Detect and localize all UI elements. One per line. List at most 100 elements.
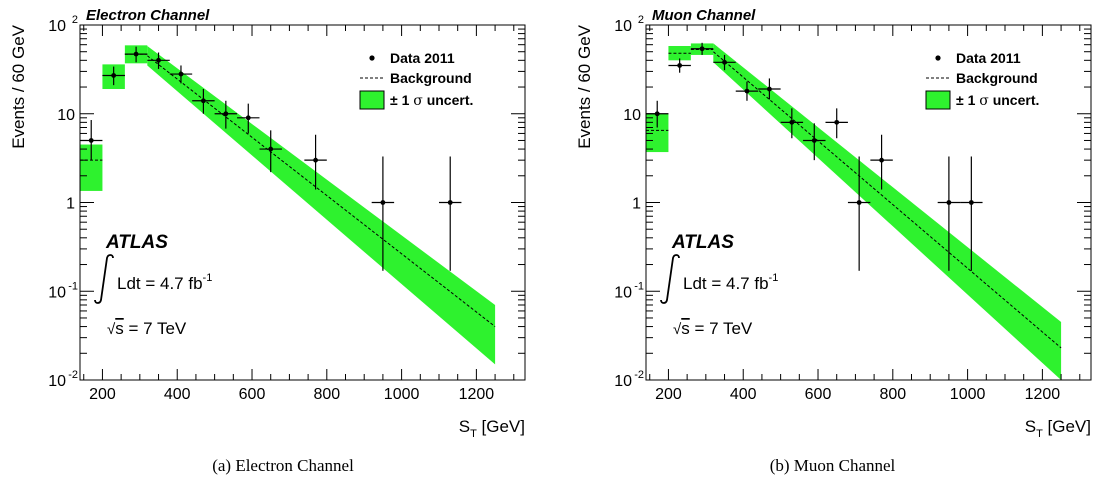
atlas-label: ATLAS Ldt = 4.7 fb-1 √s = 7 TeV [660,232,778,338]
legend-band-swatch [925,90,951,110]
data-point-7 [803,123,826,161]
data-point-5 [192,89,215,114]
data-point-4 [735,81,759,101]
background-trend [147,55,496,327]
data-point-marker [946,200,952,205]
y-tick-label: 10 [48,18,66,35]
uncertainty-band [80,45,496,365]
data-point-marker [268,146,274,152]
data-point-10 [371,156,395,271]
data-points [646,42,983,271]
x-tick-label: 200 [655,386,682,403]
caption-b-text: Muon Channel [793,456,896,475]
data-point-marker [156,57,161,63]
data-point-marker [111,73,117,78]
caption-b-label: (b) [769,456,790,475]
data-point-marker [699,46,705,52]
legend-data-marker [935,55,941,61]
atlas-title: ATLAS [105,232,168,253]
caption-a: (a) Electron Channel [0,456,566,476]
channel-title: Electron Channel [86,7,210,24]
legend-band-label: ± 1 σ uncert. [390,92,473,109]
band-step-0 [646,113,669,153]
data-point-5 [758,78,781,100]
x-tick-label: 600 [239,386,266,403]
data-point-marker [856,200,862,205]
data-point-marker [834,119,840,125]
data-point-8 [259,130,282,173]
y-axis-title: Events / 60 GeV [9,24,28,148]
luminosity-label: Ldt = 4.7 fb-1 [117,272,212,293]
x-tick-label: 1000 [950,386,986,403]
legend-data-marker [369,55,375,61]
data-point-4 [169,65,193,84]
data-point-marker [223,111,229,117]
y-tick-label: 10 [614,18,632,35]
data-point-7 [237,103,260,134]
y-tick-exponent: 2 [638,14,644,26]
data-points [80,46,462,271]
data-point-1 [102,66,125,86]
band-taper [147,45,496,365]
y-tick-label: 1 [66,196,75,213]
x-tick-label: 600 [805,386,832,403]
luminosity-label: Ldt = 4.7 fb-1 [683,272,778,293]
y-tick-label: 1 [632,196,641,213]
legend: Data 2011 Background ± 1 σ uncert. [359,50,473,110]
x-tick-label: 400 [164,386,191,403]
legend-background-label: Background [390,70,472,86]
data-point-marker [879,157,884,163]
y-tick-label: 10 [623,107,641,124]
data-point-12 [960,156,983,271]
x-axis: 200 400 600 800 1000 1200 [83,25,515,403]
caption-a-label: (a) [212,456,232,475]
caption-a-text: Electron Channel [235,456,354,475]
x-tick-label: 1200 [459,386,495,403]
data-point-marker [677,63,683,68]
data-point-marker [133,51,139,57]
y-tick-label: 10 [614,373,632,390]
data-point-marker [313,157,318,163]
data-point-marker [178,71,184,77]
y-tick-exponent: -1 [68,280,78,292]
data-point-marker [767,86,772,92]
y-tick-label: 10 [48,284,66,301]
data-point-6 [214,100,238,129]
y-tick-exponent: -2 [634,369,644,381]
data-point-2 [690,42,714,55]
energy-label: √s = 7 TeV [673,319,753,338]
data-point-9 [304,134,327,190]
data-point-9 [847,156,871,271]
data-point-marker [722,59,727,65]
data-point-marker [968,200,974,205]
x-axis-title: ST [GeV] [1025,417,1091,440]
legend-background-label: Background [956,70,1038,86]
data-point-2 [124,46,148,63]
data-point-marker [201,98,206,104]
caption-b: (b) Muon Channel [566,456,1099,476]
legend-band-label: ± 1 σ uncert. [956,92,1039,109]
x-axis: 200 400 600 800 1000 1200 [649,25,1081,403]
data-point-10 [870,134,893,190]
data-point-marker [744,88,750,94]
data-point-marker [811,138,817,143]
y-tick-exponent: 2 [72,14,78,26]
y-tick-label: 10 [614,284,632,301]
data-point-6 [780,108,804,139]
data-point-3 [147,52,170,69]
data-point-11 [438,156,462,271]
y-tick-label: 10 [48,373,66,390]
atlas-title: ATLAS [671,232,734,253]
channel-title: Muon Channel [652,7,756,24]
data-point-8 [825,108,848,139]
y-tick-exponent: -1 [634,280,644,292]
data-point-marker [447,200,453,205]
data-point-marker [88,138,94,143]
legend: Data 2011 Background ± 1 σ uncert. [925,50,1039,110]
data-point-1 [668,58,691,73]
x-tick-label: 800 [313,386,340,403]
x-tick-label: 1000 [384,386,420,403]
